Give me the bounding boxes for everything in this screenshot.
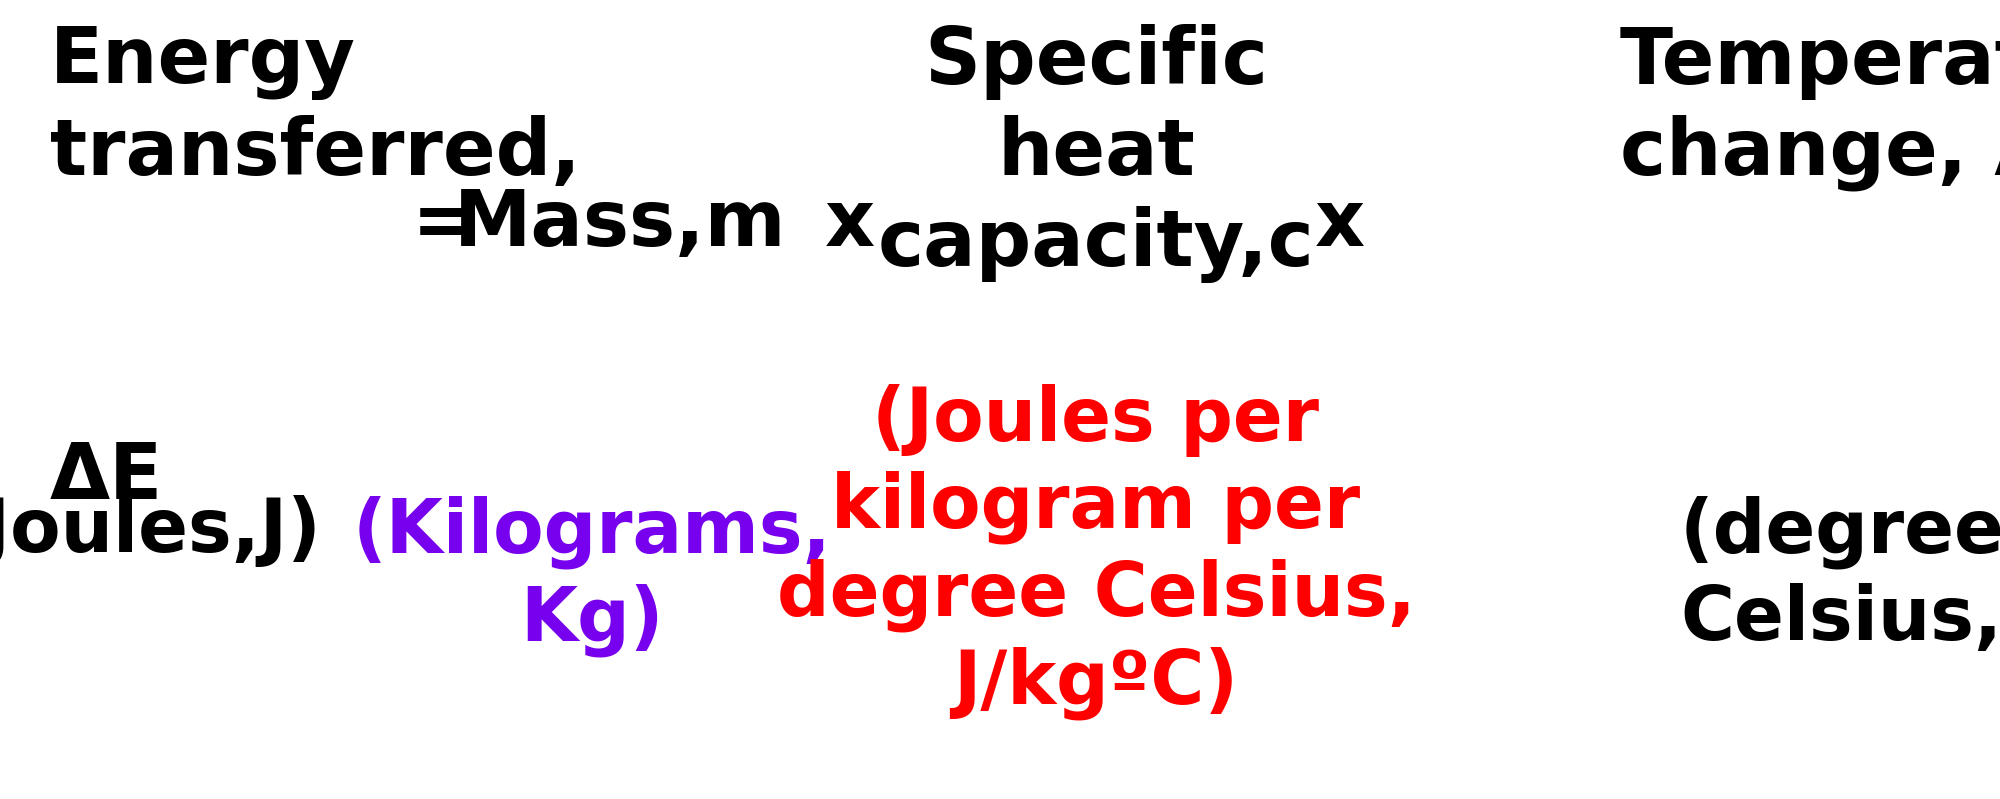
Text: x: x xyxy=(1314,185,1366,262)
Text: Temperature
change, Δθ: Temperature change, Δθ xyxy=(1620,24,2000,192)
Text: Specific
heat
capacity,c: Specific heat capacity,c xyxy=(878,24,1314,283)
Text: (Kilograms,
Kg): (Kilograms, Kg) xyxy=(352,495,832,657)
Text: (degree
Celsius,ºC): (degree Celsius,ºC) xyxy=(1680,495,2000,656)
Text: x: x xyxy=(824,185,876,262)
Text: ΔE: ΔE xyxy=(50,439,164,515)
Text: =: = xyxy=(412,185,476,262)
Text: Energy
transferred,: Energy transferred, xyxy=(50,24,580,191)
Text: (Joules,J): (Joules,J) xyxy=(0,495,322,568)
Text: Mass,m: Mass,m xyxy=(454,185,786,262)
Text: (Joules per
kilogram per
degree Celsius,
J/kgºC): (Joules per kilogram per degree Celsius,… xyxy=(776,384,1416,720)
